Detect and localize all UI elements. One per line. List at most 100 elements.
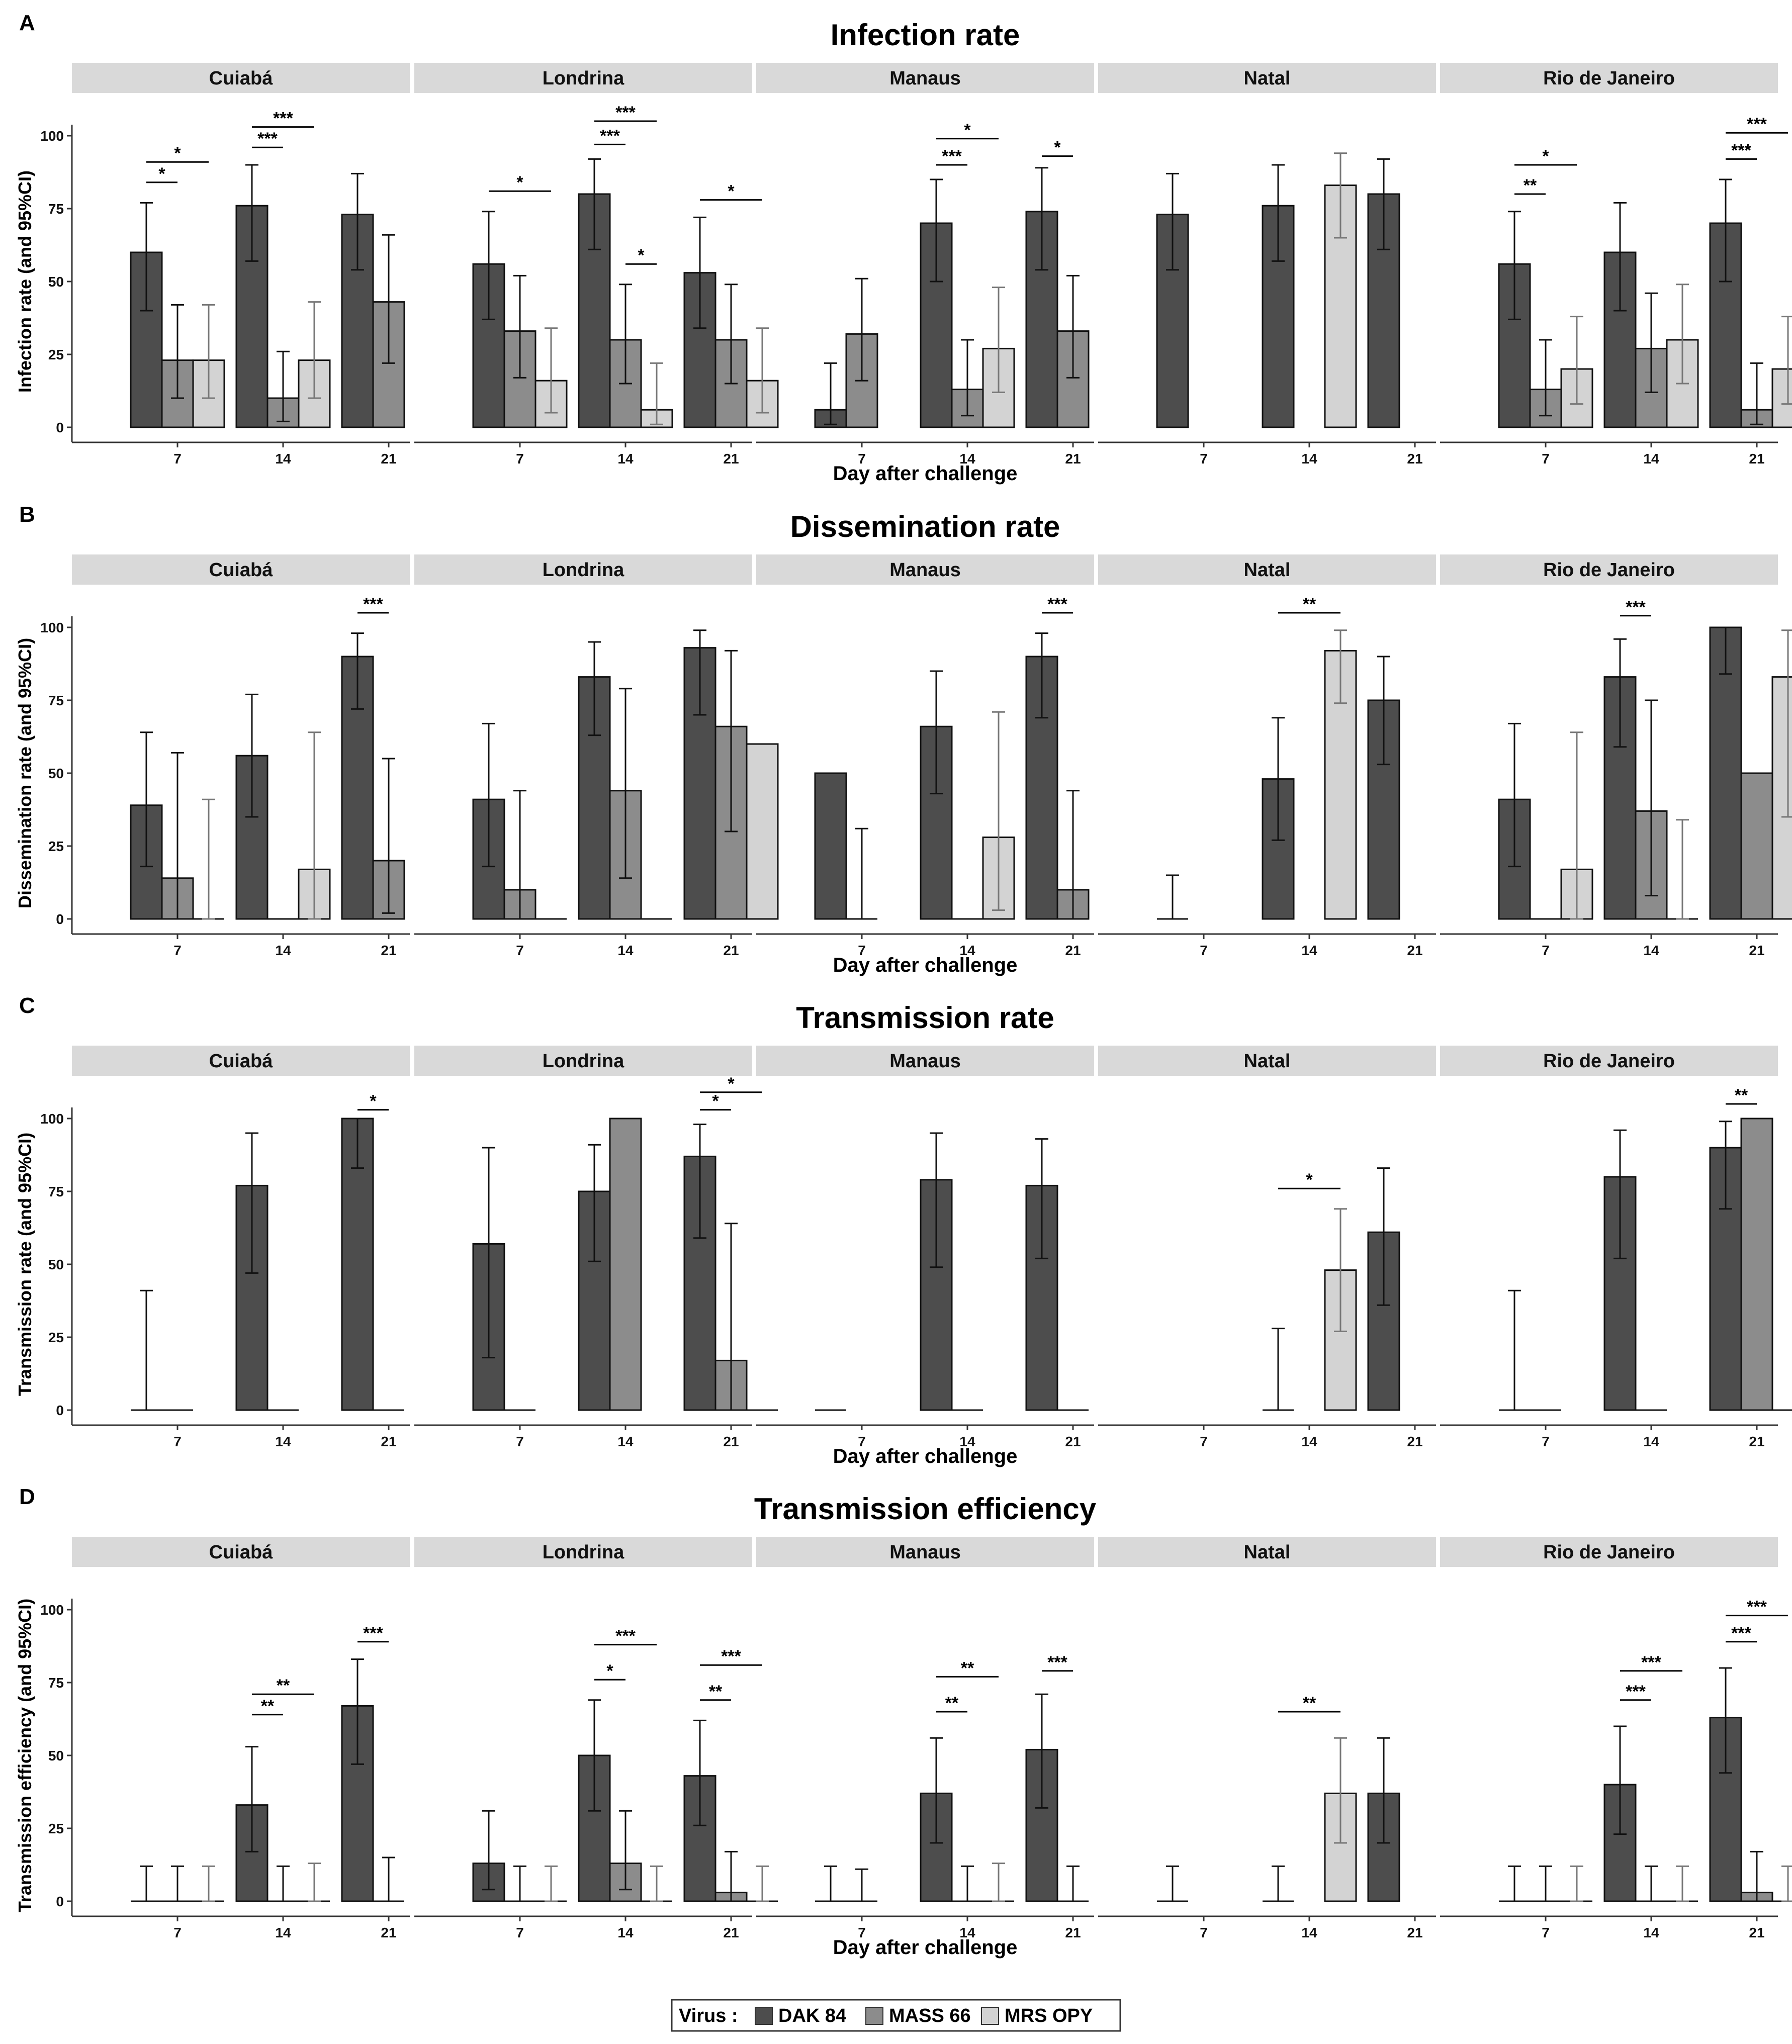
x-tick-label: 21 [381, 451, 396, 467]
significance-label: * [1306, 1170, 1313, 1189]
significance-label: *** [942, 147, 962, 166]
y-tick-label: 0 [56, 1403, 64, 1418]
x-tick-label: 14 [617, 943, 634, 958]
facet-strip [1098, 1537, 1436, 1567]
facet-title: Londrina [543, 1051, 624, 1072]
legend-label: MASS 66 [889, 2005, 971, 2026]
x-tick-label: 14 [275, 451, 291, 467]
panel-letter: A [19, 11, 35, 35]
facet-strip [756, 1046, 1094, 1076]
x-tick-label: 7 [1542, 1925, 1550, 1940]
facet-strip [414, 554, 752, 585]
significance-label: *** [273, 109, 293, 128]
significance-label: ** [261, 1697, 275, 1716]
significance-label: * [712, 1092, 719, 1111]
x-tick-label: 7 [1542, 1434, 1550, 1449]
facet-Cuiabá: Cuiabá 7 14 21 * [72, 1046, 410, 1449]
significance-label: *** [1641, 1653, 1661, 1672]
facet-Manaus: Manaus 7 14 21 [756, 1046, 1094, 1449]
legend-label: MRS OPY [1005, 2005, 1093, 2026]
bar-mass-66 [1740, 1118, 1773, 1411]
bar-dak-84 [1367, 193, 1400, 428]
x-tick-label: 7 [858, 943, 866, 958]
x-tick-label: 14 [1301, 1925, 1317, 1940]
facet-strip [756, 1537, 1094, 1567]
x-tick-label: 7 [1542, 943, 1550, 958]
significance-label: *** [1731, 141, 1751, 160]
facet-title: Rio de Janeiro [1543, 1051, 1675, 1072]
significance-label: ** [1735, 1086, 1748, 1105]
x-tick-label: 7 [516, 1434, 524, 1449]
panel-A: A Infection rate Infection rate (and 95%CI… [15, 11, 1792, 485]
legend-swatch [865, 2007, 883, 2025]
y-tick-label: 75 [48, 1675, 64, 1691]
panel-D: D Transmission efficiency Transmission eff… [15, 1484, 1792, 1959]
y-axis-label: Transmission rate (and 95%CI) [15, 1133, 35, 1396]
facet-Rio de Janeiro: Rio de Janeiro7***14 21****** [1440, 63, 1792, 467]
panel-C: C Transmission rate Transmission rate (and… [15, 993, 1792, 1467]
x-tick-label: 21 [1065, 1434, 1081, 1449]
facet-strip [1440, 1046, 1778, 1076]
y-axis-label: Dissemination rate (and 95%CI) [15, 638, 35, 908]
facet-strip [1098, 1046, 1436, 1076]
y-tick-label: 25 [48, 839, 64, 854]
significance-label: * [158, 164, 165, 183]
facet-Londrina: Londrina 7 14 21 [414, 554, 779, 958]
facet-Manaus: Manaus 7 14 **** 21 *** [756, 1537, 1094, 1940]
facet-title: Manaus [889, 1542, 960, 1563]
significance-label: * [728, 1074, 735, 1093]
significance-label: ** [277, 1676, 290, 1695]
x-tick-label: 14 [275, 1925, 291, 1940]
facet-Natal: Natal 7 14 ** 21 [1098, 1537, 1436, 1940]
x-tick-label: 7 [173, 1925, 182, 1940]
x-tick-label: 14 [275, 943, 291, 958]
x-tick-label: 14 [1643, 1925, 1659, 1940]
x-tick-label: 21 [723, 451, 739, 467]
x-tick-label: 21 [1065, 1925, 1081, 1940]
y-tick-label: 50 [48, 274, 64, 290]
bar-mass-66 [609, 1118, 642, 1411]
bar-dak-84 [814, 772, 847, 920]
x-tick-label: 14 [1643, 451, 1659, 467]
x-tick-label: 21 [1749, 1925, 1764, 1940]
facet-Natal: Natal 7 14 21 [1098, 63, 1436, 467]
x-axis-label: Day after challenge [833, 1936, 1018, 1959]
x-tick-label: 21 [1407, 943, 1422, 958]
x-tick-label: 21 [1065, 451, 1081, 467]
x-tick-label: 14 [959, 451, 975, 467]
significance-label: * [516, 173, 523, 192]
x-tick-label: 14 [1301, 451, 1317, 467]
x-tick-label: 14 [617, 1925, 634, 1940]
bar-mrs-opy [1771, 368, 1792, 428]
significance-label: * [1542, 147, 1549, 166]
x-tick-label: 7 [516, 1925, 524, 1940]
significance-label: *** [615, 103, 636, 122]
facet-strip [414, 63, 752, 93]
significance-label: * [728, 182, 735, 201]
x-tick-label: 21 [381, 1925, 396, 1940]
facet-title: Rio de Janeiro [1543, 1542, 1675, 1563]
facet-strip [1440, 1537, 1778, 1567]
y-tick-label: 25 [48, 1821, 64, 1836]
facet-strip [72, 1537, 410, 1567]
facet-strip [414, 1046, 752, 1076]
x-tick-label: 14 [1301, 943, 1317, 958]
x-tick-label: 7 [858, 1434, 866, 1449]
significance-label: *** [600, 126, 620, 145]
facet-Natal: Natal 7 14 * 21 [1098, 1046, 1436, 1449]
significance-label: ** [945, 1694, 959, 1713]
facet-strip [1440, 63, 1778, 93]
facet-title: Rio de Janeiro [1543, 560, 1675, 581]
x-tick-label: 21 [1407, 1925, 1422, 1940]
x-tick-label: 14 [617, 451, 634, 467]
legend-swatch [755, 2007, 773, 2025]
y-tick-label: 50 [48, 1748, 64, 1763]
x-axis-label: Day after challenge [833, 1445, 1018, 1467]
x-tick-label: 7 [858, 451, 866, 467]
significance-label: *** [1747, 1598, 1767, 1617]
x-tick-label: 21 [1749, 451, 1764, 467]
facet-title: Londrina [543, 560, 624, 581]
